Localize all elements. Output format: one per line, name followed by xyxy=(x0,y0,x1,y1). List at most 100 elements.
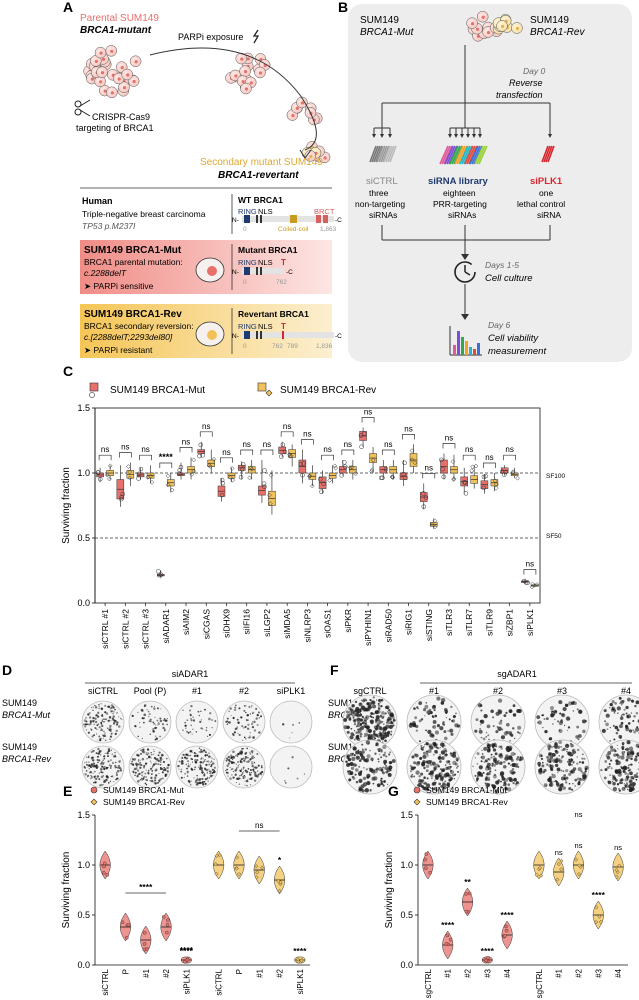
colony xyxy=(357,731,360,734)
colony xyxy=(410,770,412,773)
colony xyxy=(90,763,94,766)
data-point xyxy=(299,958,304,963)
colony xyxy=(451,719,456,723)
colony xyxy=(165,769,167,771)
colony xyxy=(161,771,164,774)
colony xyxy=(154,776,157,780)
colony xyxy=(554,710,557,713)
colony xyxy=(570,743,572,745)
colony xyxy=(365,716,368,719)
colony xyxy=(435,789,438,792)
colony xyxy=(239,775,241,777)
data-point xyxy=(279,454,284,459)
cell-nucleus xyxy=(101,57,106,61)
colony xyxy=(359,753,364,757)
secondary-title: Secondary mutant SUM149 xyxy=(200,157,323,168)
data-point xyxy=(191,457,197,463)
parpi-exposure-label: PARPi exposure xyxy=(178,32,243,42)
colony xyxy=(363,767,365,769)
colony xyxy=(497,726,502,732)
colony xyxy=(630,712,633,714)
y-axis-label: Surviving fraction xyxy=(384,852,395,929)
colony xyxy=(427,729,432,735)
colony xyxy=(364,722,367,725)
colony xyxy=(150,757,152,759)
colony xyxy=(439,760,442,763)
y-tick-label: 0.5 xyxy=(77,533,90,543)
colony xyxy=(563,776,567,780)
data-point xyxy=(177,468,182,473)
data-point xyxy=(119,494,125,500)
colony xyxy=(191,761,193,763)
colony xyxy=(351,704,355,708)
data-point xyxy=(138,466,144,472)
colony xyxy=(153,723,155,725)
colony xyxy=(632,719,635,722)
colony xyxy=(240,757,244,761)
rev-line-3: ➤ PARPi resistant xyxy=(84,345,153,355)
colony xyxy=(159,761,162,763)
colony xyxy=(508,709,513,714)
colony xyxy=(425,729,427,732)
svg-text:0: 0 xyxy=(243,343,247,350)
colony xyxy=(434,781,437,784)
colony xyxy=(98,706,100,708)
colony xyxy=(156,707,159,710)
colony xyxy=(99,784,102,787)
colony xyxy=(383,723,385,725)
colony xyxy=(251,762,254,765)
colony xyxy=(238,763,240,766)
colony xyxy=(244,776,246,778)
colony xyxy=(615,759,619,763)
colony xyxy=(584,765,589,770)
colony xyxy=(186,775,189,777)
colony xyxy=(420,744,423,747)
colony xyxy=(547,744,552,749)
data-point xyxy=(332,463,338,469)
colony xyxy=(84,762,86,764)
colony xyxy=(192,719,195,722)
colony xyxy=(159,735,161,738)
sirna-plk1-icon xyxy=(541,145,549,163)
cell-nucleus xyxy=(244,87,249,91)
colony xyxy=(249,773,252,776)
x-tick-label: siCTRL xyxy=(215,968,224,995)
colony xyxy=(358,759,362,762)
colony xyxy=(629,768,632,771)
colony xyxy=(610,767,613,770)
colony xyxy=(502,789,504,791)
colony xyxy=(385,764,387,767)
colony xyxy=(256,723,259,726)
culture-well xyxy=(175,700,219,744)
significance-label: ns xyxy=(242,440,250,449)
colony xyxy=(366,781,371,786)
colony xyxy=(384,705,389,709)
colony xyxy=(248,778,251,780)
colony xyxy=(155,761,157,763)
significance-bracket xyxy=(462,454,476,461)
data-point xyxy=(359,444,364,449)
colony xyxy=(614,702,617,705)
panel-c: C SUM149 BRCA1-Mut SUM149 BRCA1-Rev 0.00… xyxy=(61,363,566,649)
svg-text:N-: N- xyxy=(232,269,239,276)
colony xyxy=(84,772,87,776)
colony xyxy=(624,771,628,775)
colony xyxy=(392,717,395,720)
revertant-brca1-diagram: Revertant BRCA1 RING NLS T N- -C 0 762 7… xyxy=(232,309,342,350)
significance-label: ns xyxy=(465,445,473,454)
colony xyxy=(109,729,112,733)
colony xyxy=(351,775,355,779)
x-tick-label: siTLR9 xyxy=(484,609,494,636)
colony xyxy=(102,734,105,738)
significance-label: **** xyxy=(180,945,194,955)
colony xyxy=(568,762,572,766)
colony xyxy=(154,726,157,730)
data-point xyxy=(342,460,347,465)
colony xyxy=(346,715,349,719)
b-day6-3: measurement xyxy=(488,346,546,357)
colony xyxy=(97,716,99,718)
data-point xyxy=(254,864,259,869)
colony xyxy=(492,716,495,719)
colony xyxy=(433,709,436,712)
colony xyxy=(139,761,142,764)
